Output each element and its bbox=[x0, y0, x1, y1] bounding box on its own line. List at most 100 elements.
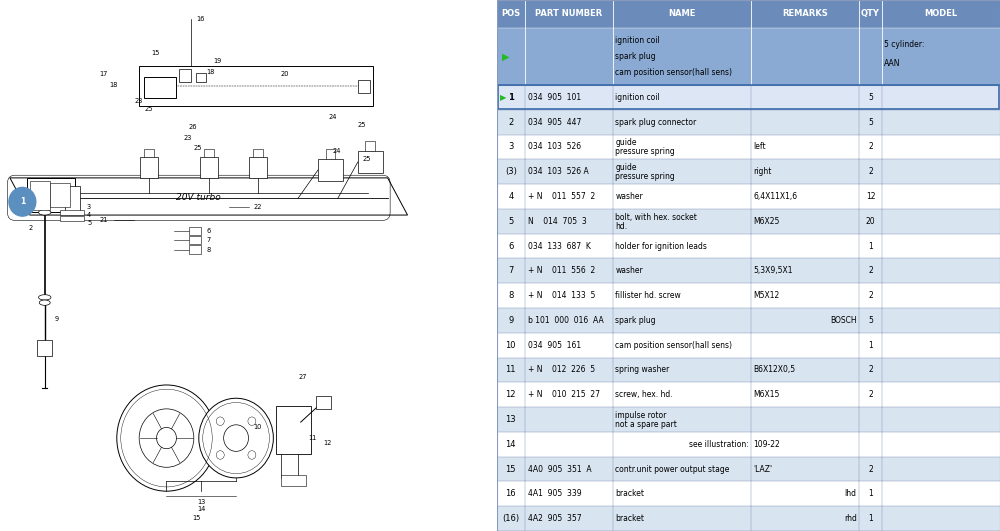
Circle shape bbox=[199, 398, 273, 478]
Text: (3): (3) bbox=[505, 167, 517, 176]
Bar bbox=[497, 85, 1000, 110]
Bar bbox=[27, 178, 75, 212]
Bar bbox=[497, 0, 1000, 28]
Bar bbox=[358, 151, 383, 173]
Text: ignition coil: ignition coil bbox=[615, 93, 660, 102]
Text: 109-22: 109-22 bbox=[754, 440, 780, 449]
Text: 22: 22 bbox=[253, 204, 262, 210]
Text: 9: 9 bbox=[508, 316, 513, 325]
Text: + N    011  556  2: + N 011 556 2 bbox=[528, 267, 595, 275]
Circle shape bbox=[224, 425, 248, 451]
Bar bbox=[497, 209, 1000, 234]
Text: 18: 18 bbox=[206, 68, 215, 75]
Bar bbox=[276, 406, 311, 454]
Text: ▶: ▶ bbox=[500, 93, 506, 102]
Text: 034  905  101: 034 905 101 bbox=[528, 93, 581, 102]
Text: N    014  705  3: N 014 705 3 bbox=[528, 217, 586, 226]
Circle shape bbox=[248, 417, 256, 425]
Bar bbox=[60, 216, 84, 221]
Text: 7: 7 bbox=[508, 267, 514, 275]
Text: 12: 12 bbox=[323, 440, 331, 447]
Text: (16): (16) bbox=[502, 514, 519, 523]
Bar bbox=[140, 157, 158, 178]
Bar bbox=[281, 454, 298, 478]
Circle shape bbox=[9, 187, 36, 216]
Bar bbox=[497, 283, 1000, 308]
Text: 1: 1 bbox=[868, 341, 873, 349]
Text: 4A1  905  339: 4A1 905 339 bbox=[528, 490, 581, 498]
Text: 2: 2 bbox=[868, 291, 873, 300]
Bar bbox=[497, 110, 1000, 134]
Bar bbox=[497, 28, 1000, 85]
Bar bbox=[204, 149, 214, 157]
Text: see illustration:: see illustration: bbox=[689, 440, 748, 449]
Text: + N    014  133  5: + N 014 133 5 bbox=[528, 291, 595, 300]
Bar bbox=[144, 77, 176, 98]
Text: cam position sensor(hall sens): cam position sensor(hall sens) bbox=[615, 341, 732, 349]
Bar bbox=[253, 149, 263, 157]
Text: 1: 1 bbox=[868, 514, 873, 523]
Bar bbox=[358, 80, 370, 93]
Bar bbox=[179, 69, 191, 82]
Bar bbox=[37, 340, 52, 356]
Text: 21: 21 bbox=[99, 217, 108, 224]
Bar bbox=[497, 159, 1000, 184]
Text: 26: 26 bbox=[189, 124, 197, 131]
Text: 2: 2 bbox=[868, 167, 873, 176]
Text: 24: 24 bbox=[333, 148, 341, 155]
Text: bolt, with hex. socket: bolt, with hex. socket bbox=[615, 212, 697, 221]
Bar bbox=[497, 333, 1000, 357]
Text: NAME: NAME bbox=[668, 10, 696, 18]
Text: 034  905  447: 034 905 447 bbox=[528, 118, 581, 126]
Text: 2: 2 bbox=[868, 465, 873, 474]
Text: 19: 19 bbox=[214, 58, 222, 64]
Text: 7: 7 bbox=[206, 237, 211, 243]
Text: left: left bbox=[754, 142, 766, 151]
Text: 4: 4 bbox=[508, 192, 513, 201]
Text: 5 cylinder:: 5 cylinder: bbox=[884, 40, 924, 49]
Text: + N    011  557  2: + N 011 557 2 bbox=[528, 192, 595, 201]
Bar bbox=[498, 85, 999, 109]
Text: washer: washer bbox=[615, 267, 643, 275]
Bar bbox=[497, 432, 1000, 457]
Text: 4A0  905  351  A: 4A0 905 351 A bbox=[528, 465, 591, 474]
Text: spark plug: spark plug bbox=[615, 316, 656, 325]
Text: 17: 17 bbox=[99, 71, 108, 78]
Text: pressure spring: pressure spring bbox=[615, 148, 675, 156]
Text: MODEL: MODEL bbox=[924, 10, 957, 18]
Text: 2: 2 bbox=[508, 118, 513, 126]
Text: 5: 5 bbox=[868, 316, 873, 325]
Bar bbox=[318, 159, 343, 181]
Text: M6X25: M6X25 bbox=[754, 217, 780, 226]
Text: M6X15: M6X15 bbox=[754, 390, 780, 399]
Text: 6: 6 bbox=[508, 242, 514, 251]
Bar bbox=[50, 183, 70, 207]
Text: holder for ignition leads: holder for ignition leads bbox=[615, 242, 707, 251]
Text: bracket: bracket bbox=[615, 490, 644, 498]
Text: REMARKS: REMARKS bbox=[782, 10, 828, 18]
Text: + N    012  226  5: + N 012 226 5 bbox=[528, 365, 595, 374]
Text: 13: 13 bbox=[197, 499, 205, 505]
Text: 12: 12 bbox=[506, 390, 516, 399]
Text: 5: 5 bbox=[87, 220, 91, 226]
Bar bbox=[144, 149, 154, 157]
Bar bbox=[497, 134, 1000, 159]
Text: rhd: rhd bbox=[844, 514, 857, 523]
Text: hd.: hd. bbox=[615, 222, 627, 230]
Text: spark plug connector: spark plug connector bbox=[615, 118, 696, 126]
Text: QTY: QTY bbox=[861, 10, 880, 18]
Text: M5X12: M5X12 bbox=[754, 291, 780, 300]
Bar bbox=[497, 308, 1000, 333]
Polygon shape bbox=[139, 66, 373, 106]
Text: bracket: bracket bbox=[615, 514, 644, 523]
Text: 11: 11 bbox=[308, 435, 316, 441]
Circle shape bbox=[248, 451, 256, 459]
Text: cam position sensor(hall sens): cam position sensor(hall sens) bbox=[615, 68, 732, 77]
Text: ignition coil: ignition coil bbox=[615, 36, 659, 45]
Text: PART NUMBER: PART NUMBER bbox=[535, 10, 602, 18]
Bar bbox=[30, 181, 50, 210]
Bar bbox=[497, 457, 1000, 482]
Bar bbox=[189, 245, 201, 254]
Text: 034  103  526 A: 034 103 526 A bbox=[528, 167, 588, 176]
Text: 2: 2 bbox=[868, 267, 873, 275]
